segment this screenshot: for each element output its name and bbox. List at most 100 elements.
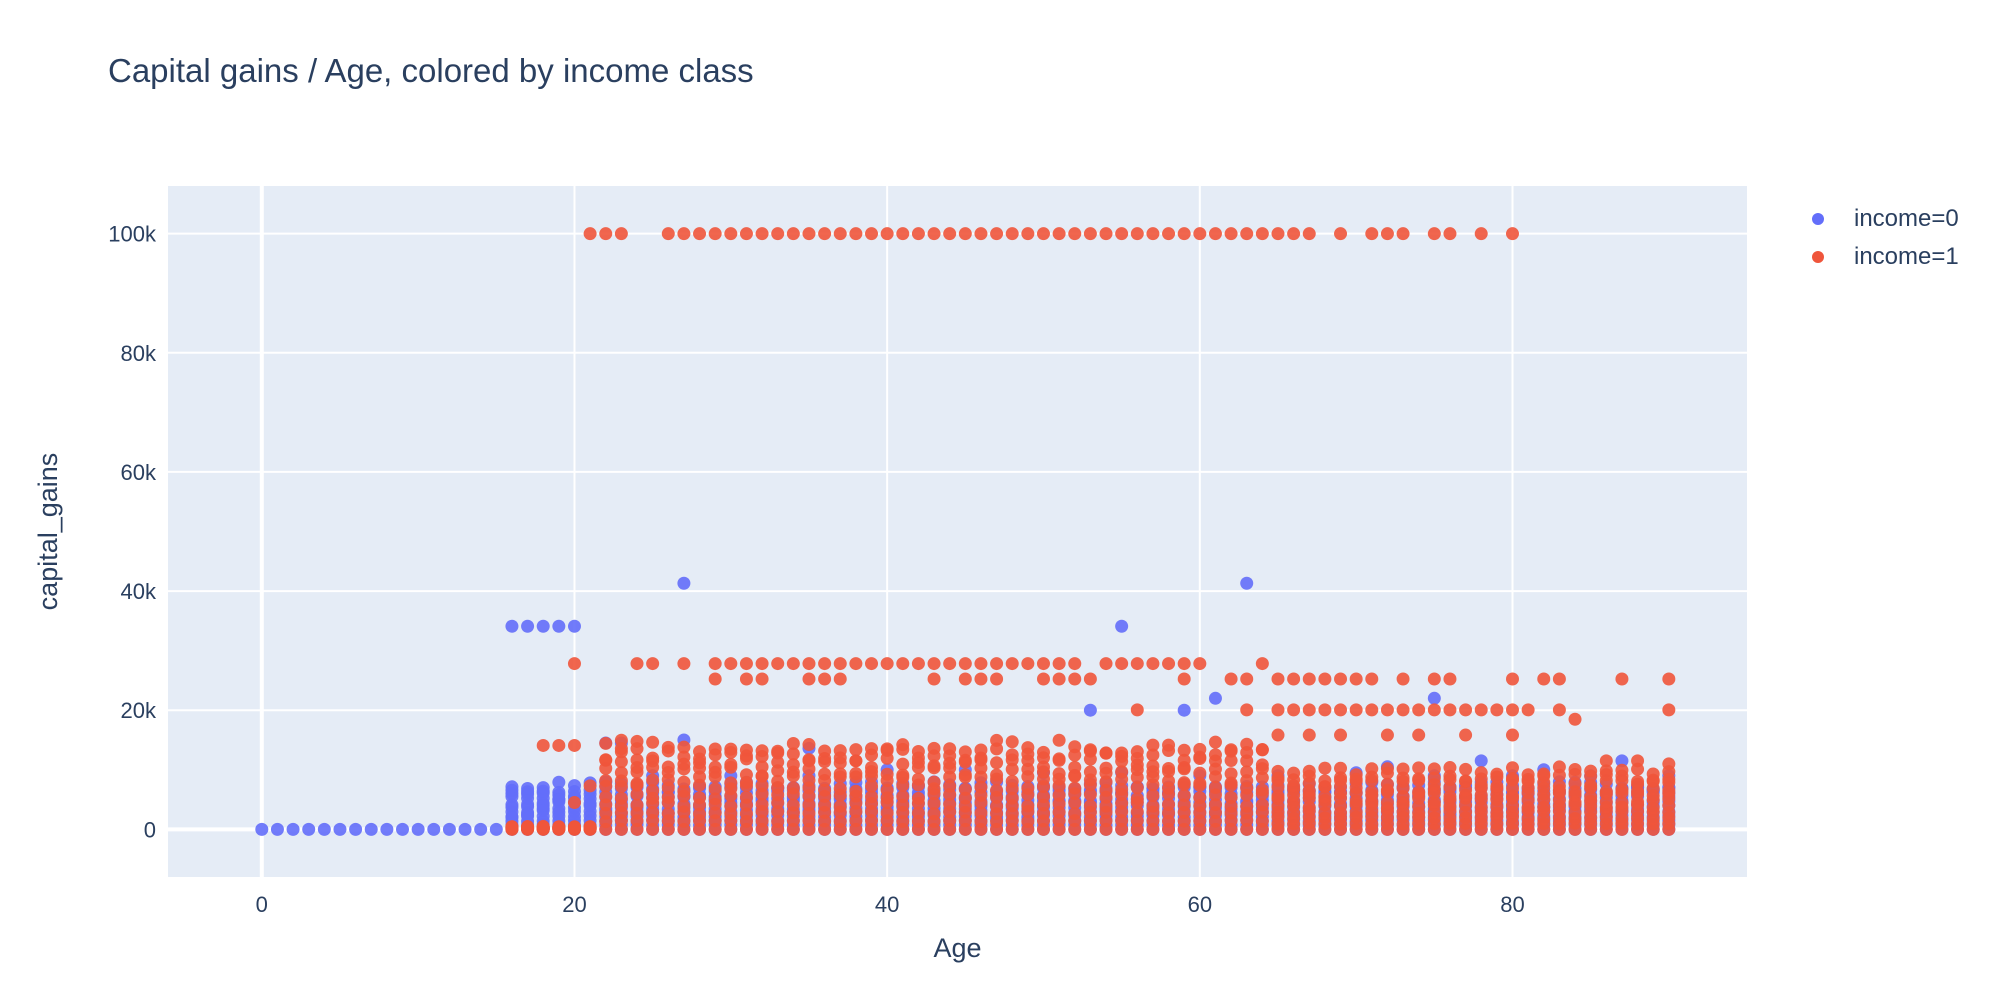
data-point-income-1 — [1584, 779, 1598, 793]
x-tick-label: 60 — [1188, 892, 1212, 917]
data-point-income-1 — [1068, 657, 1082, 671]
data-point-income-1 — [1271, 703, 1285, 717]
data-point-income-1 — [1365, 672, 1379, 686]
data-point-income-1 — [1099, 657, 1113, 671]
data-point-income-1 — [943, 779, 957, 793]
data-point-income-1 — [1224, 744, 1238, 758]
data-point-income-1 — [583, 779, 597, 793]
data-point-income-1 — [630, 777, 644, 791]
data-point-income-1 — [786, 657, 800, 671]
data-point-income-1 — [1193, 657, 1207, 671]
data-point-income-1 — [755, 227, 769, 241]
data-point-income-1 — [1083, 743, 1097, 757]
data-point-income-0 — [489, 822, 503, 836]
data-point-income-0 — [317, 822, 331, 836]
data-point-income-1 — [693, 745, 707, 759]
data-point-income-1 — [1208, 797, 1222, 811]
data-point-income-1 — [1052, 672, 1066, 686]
data-point-income-1 — [1615, 796, 1629, 810]
data-point-income-1 — [974, 227, 988, 241]
data-point-income-1 — [1052, 733, 1066, 747]
data-point-income-1 — [958, 782, 972, 796]
data-point-income-1 — [755, 779, 769, 793]
data-point-income-1 — [1146, 657, 1160, 671]
data-point-income-1 — [943, 227, 957, 241]
data-point-income-1 — [1505, 761, 1519, 775]
data-point-income-1 — [1021, 781, 1035, 795]
data-point-income-0 — [677, 576, 691, 590]
data-point-income-1 — [1302, 227, 1316, 241]
data-point-income-1 — [1052, 767, 1066, 781]
x-tick-label: 80 — [1500, 892, 1524, 917]
data-point-income-1 — [865, 760, 879, 774]
data-point-income-1 — [755, 744, 769, 758]
data-point-income-1 — [786, 758, 800, 772]
data-point-income-1 — [1459, 762, 1473, 776]
data-point-income-1 — [614, 791, 628, 805]
data-point-income-1 — [1255, 743, 1269, 757]
data-point-income-1 — [1380, 227, 1394, 241]
data-point-income-1 — [1365, 785, 1379, 799]
data-point-income-1 — [1162, 657, 1176, 671]
data-point-income-1 — [849, 754, 863, 768]
data-point-income-1 — [880, 806, 894, 820]
data-point-income-1 — [1005, 748, 1019, 762]
data-point-income-1 — [1287, 227, 1301, 241]
data-point-income-1 — [974, 806, 988, 820]
data-point-income-1 — [990, 768, 1004, 782]
data-point-income-1 — [927, 796, 941, 810]
data-point-income-1 — [1115, 227, 1129, 241]
data-point-income-1 — [1130, 703, 1144, 717]
data-point-income-1 — [771, 805, 785, 819]
legend-item-income-0[interactable]: income=0 — [1800, 200, 1959, 238]
data-point-income-1 — [677, 657, 691, 671]
data-point-income-1 — [1302, 672, 1316, 686]
data-point-income-1 — [818, 767, 832, 781]
y-tick-label: 40k — [121, 579, 157, 604]
data-point-income-1 — [1521, 703, 1535, 717]
data-point-income-1 — [739, 743, 753, 757]
data-point-income-1 — [1412, 785, 1426, 799]
data-point-income-0 — [255, 822, 269, 836]
data-point-income-1 — [1287, 703, 1301, 717]
data-point-income-1 — [1005, 735, 1019, 749]
data-point-income-1 — [1459, 703, 1473, 717]
data-point-income-1 — [1584, 790, 1598, 804]
data-point-income-1 — [849, 767, 863, 781]
x-axis-label: Age — [933, 933, 981, 963]
data-point-income-1 — [1083, 227, 1097, 241]
data-point-income-1 — [849, 657, 863, 671]
data-point-income-1 — [1193, 766, 1207, 780]
data-point-income-1 — [1615, 783, 1629, 797]
data-point-income-1 — [1396, 762, 1410, 776]
data-point-income-1 — [1099, 746, 1113, 760]
data-point-income-1 — [1130, 792, 1144, 806]
data-point-income-1 — [880, 743, 894, 757]
data-point-income-1 — [1474, 766, 1488, 780]
data-point-income-1 — [1380, 728, 1394, 742]
data-point-income-1 — [911, 657, 925, 671]
data-point-income-1 — [1568, 777, 1582, 791]
data-point-income-0 — [521, 619, 535, 633]
data-point-income-1 — [802, 798, 816, 812]
data-point-income-1 — [599, 774, 613, 788]
data-point-income-1 — [739, 227, 753, 241]
data-point-income-1 — [1552, 703, 1566, 717]
legend-marker-income-0 — [1812, 213, 1824, 225]
data-point-income-1 — [958, 657, 972, 671]
data-point-income-1 — [661, 790, 675, 804]
data-point-income-1 — [567, 796, 581, 810]
data-point-income-1 — [1193, 742, 1207, 756]
data-point-income-1 — [1177, 788, 1191, 802]
data-point-income-1 — [1490, 703, 1504, 717]
data-point-income-1 — [1318, 703, 1332, 717]
data-point-income-1 — [1021, 814, 1035, 828]
data-point-income-1 — [724, 799, 738, 813]
data-point-income-1 — [1146, 759, 1160, 773]
data-point-income-1 — [943, 797, 957, 811]
data-point-income-1 — [1240, 822, 1254, 836]
data-point-income-1 — [833, 657, 847, 671]
data-point-income-0 — [286, 822, 300, 836]
data-point-income-1 — [552, 820, 566, 834]
legend-item-income-1[interactable]: income=1 — [1800, 238, 1959, 276]
